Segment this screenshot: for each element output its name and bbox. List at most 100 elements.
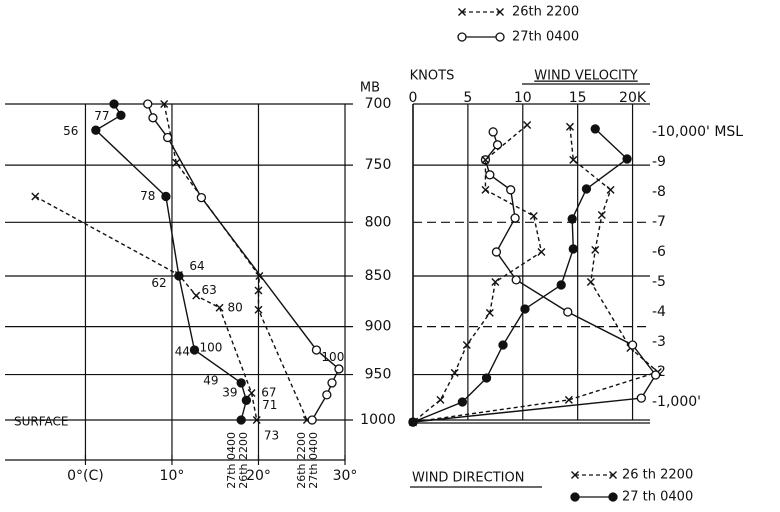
x-marker	[569, 155, 578, 164]
x-marker	[537, 247, 546, 256]
filled-marker	[109, 99, 119, 109]
y-tick-label: 800	[365, 214, 392, 230]
x-marker	[529, 211, 538, 220]
x-tick-label: 30°	[333, 468, 358, 484]
filled-marker	[608, 492, 618, 502]
x-marker	[496, 8, 504, 16]
filled-marker	[189, 345, 200, 355]
open-marker	[495, 32, 505, 42]
series-line	[163, 103, 308, 421]
surface-note: 27th 0400	[225, 432, 238, 489]
annotation: 67	[261, 386, 276, 400]
filled-marker	[570, 492, 580, 502]
annotation: 78	[140, 189, 155, 203]
annotation: 77	[94, 109, 109, 123]
y-tick-label: 950	[365, 367, 392, 383]
open-marker	[636, 393, 646, 403]
filled-marker	[116, 110, 126, 120]
x-marker	[591, 245, 600, 254]
x-marker	[215, 303, 224, 312]
legend-label: 26th 2200	[512, 5, 579, 20]
series-line	[94, 103, 248, 421]
x-marker	[597, 211, 606, 220]
annotation: 80	[227, 300, 242, 314]
y-tick-label: -5	[652, 274, 666, 290]
filled-marker	[590, 124, 600, 134]
filled-marker	[236, 415, 246, 425]
x-marker	[523, 121, 532, 130]
x-marker	[252, 416, 261, 424]
y-tick-label: 900	[365, 319, 392, 335]
annotation: 100	[199, 341, 222, 355]
legend-label: 27th 0400	[512, 30, 579, 45]
surface-note: 26th 2200	[237, 432, 250, 489]
series-line	[412, 126, 660, 423]
surface-note: 27th 0400	[307, 432, 320, 489]
x-marker	[450, 368, 459, 377]
annotation: 100	[321, 350, 344, 364]
x-marker	[458, 8, 466, 16]
filled-marker	[91, 125, 101, 135]
x-tick-label: 0	[409, 90, 418, 106]
y-tick-label: 1000	[360, 412, 396, 428]
y-tick-label: 850	[365, 268, 392, 284]
open-marker	[143, 99, 153, 109]
open-marker	[511, 275, 521, 285]
x-tick-label: 20°	[246, 468, 271, 484]
filled-marker	[457, 397, 468, 407]
open-marker	[196, 192, 207, 203]
x-marker	[571, 471, 579, 479]
x-marker	[481, 155, 490, 164]
filled-marker	[568, 244, 578, 254]
x-marker	[564, 395, 573, 404]
y-axis-label: MB	[360, 81, 380, 96]
series-line	[412, 131, 657, 423]
filled-marker	[236, 378, 246, 388]
open-marker	[506, 185, 516, 195]
x-marker	[606, 185, 615, 194]
annotation: 44	[175, 344, 190, 358]
x-marker	[254, 286, 263, 295]
open-marker	[650, 370, 661, 380]
series-line	[412, 124, 543, 423]
y-tick-label: -3	[652, 334, 666, 350]
y-tick-label: -1,000'	[652, 394, 701, 410]
filled-marker	[556, 280, 566, 290]
open-marker	[322, 390, 332, 400]
x-marker	[565, 122, 574, 131]
filled-marker	[481, 373, 492, 383]
x-tick-label: 5	[463, 90, 472, 106]
x-marker	[192, 291, 201, 300]
x-tick-label: 15	[569, 90, 587, 106]
x-marker	[609, 471, 617, 479]
x-marker	[491, 277, 500, 286]
y-tick-label: -6	[652, 244, 666, 260]
open-marker	[488, 127, 498, 137]
filled-marker	[622, 154, 632, 164]
annotation: 56	[63, 124, 78, 138]
open-marker	[162, 132, 173, 143]
annotation: 64	[189, 259, 204, 273]
x-marker	[160, 100, 169, 108]
x-marker	[436, 395, 445, 404]
legend-label: 27 th 0400	[622, 490, 693, 505]
open-marker	[334, 364, 344, 374]
surface-note: 26th 2200	[295, 432, 308, 489]
open-marker	[457, 32, 467, 42]
x-marker	[31, 192, 40, 201]
x-tick-label: 10°	[160, 468, 185, 484]
open-marker	[148, 113, 158, 123]
chart-title: WIND VELOCITY	[534, 69, 638, 84]
x-axis-label: KNOTS	[410, 69, 455, 84]
filled-marker	[498, 340, 508, 350]
filled-marker	[241, 395, 252, 405]
x-tick-label: 20K	[619, 90, 647, 106]
annotation: 39	[222, 386, 237, 400]
filled-marker	[567, 214, 577, 224]
legend-label: 26 th 2200	[622, 468, 693, 483]
filled-marker	[408, 417, 418, 427]
open-marker	[492, 140, 503, 150]
x-marker	[247, 389, 256, 398]
filled-marker	[161, 191, 171, 202]
